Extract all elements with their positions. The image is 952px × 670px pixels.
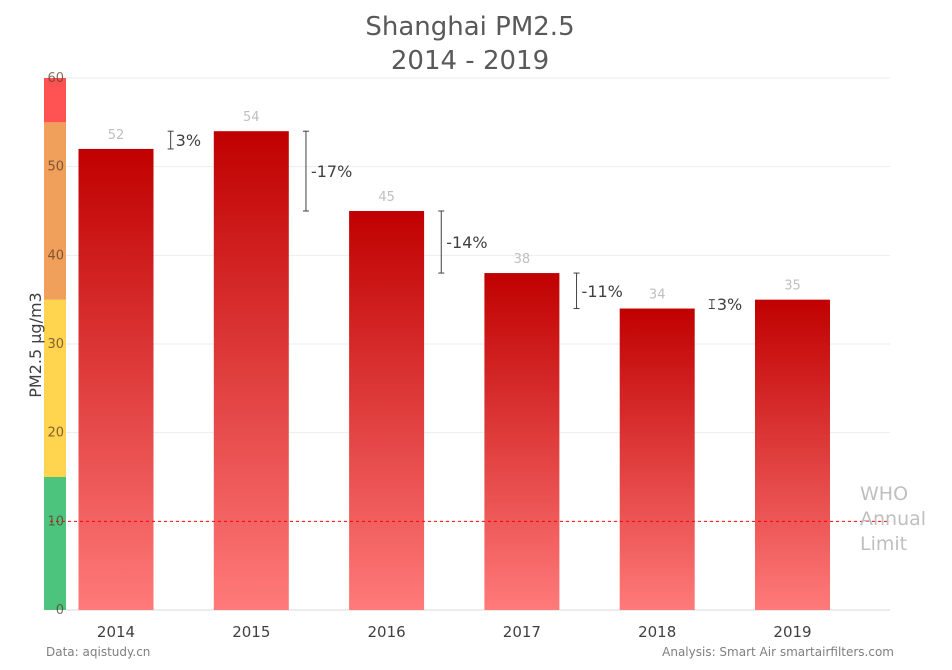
x-tick-label: 2018 bbox=[638, 623, 676, 641]
value-label: 35 bbox=[784, 279, 801, 294]
aqi-band-3 bbox=[44, 78, 66, 123]
who-limit-label-line: Limit bbox=[860, 533, 907, 555]
aqi-band-1 bbox=[44, 299, 66, 477]
y-tick-label: 20 bbox=[47, 426, 64, 441]
y-axis-label: PM2.5 µg/m3 bbox=[26, 292, 45, 397]
bar-2016 bbox=[349, 211, 425, 610]
bar-2015 bbox=[213, 131, 289, 610]
y-tick-label: 0 bbox=[56, 603, 64, 618]
y-tick-label: 30 bbox=[47, 337, 64, 352]
chart-title: Shanghai PM2.5 bbox=[365, 12, 575, 42]
change-bracket-1: -17% bbox=[302, 130, 352, 212]
y-tick-label: 40 bbox=[47, 248, 64, 263]
bar-2019 bbox=[755, 299, 830, 610]
y-tick-label: 50 bbox=[47, 160, 64, 175]
who-limit-label-line: Annual bbox=[860, 508, 926, 530]
bar-2018 bbox=[619, 308, 695, 610]
change-label: -14% bbox=[446, 233, 487, 252]
value-label: 52 bbox=[108, 128, 125, 143]
value-label: 54 bbox=[243, 110, 260, 125]
change-bracket-2: -14% bbox=[438, 210, 488, 274]
chart-subtitle: 2014 - 2019 bbox=[390, 46, 550, 76]
value-label: 34 bbox=[649, 288, 666, 303]
change-bracket-4: 3% bbox=[708, 295, 742, 314]
change-bracket-3: -11% bbox=[573, 272, 623, 310]
change-label: 3% bbox=[717, 295, 742, 314]
aqi-band-2 bbox=[44, 122, 66, 300]
analysis-note: Analysis: Smart Air smartairfilters.com bbox=[662, 645, 894, 659]
aqi-band-0 bbox=[44, 477, 66, 610]
who-limit-label: WHO Annual Limit bbox=[860, 483, 926, 555]
y-tick-label: 60 bbox=[47, 71, 64, 86]
y-tick-label: 10 bbox=[47, 514, 64, 529]
value-label: 38 bbox=[514, 252, 531, 267]
change-label: -11% bbox=[582, 282, 623, 301]
x-tick-label: 2016 bbox=[368, 623, 406, 641]
change-bracket-0: 3% bbox=[167, 130, 201, 150]
bar-2014 bbox=[78, 148, 154, 610]
source-note: Data: aqistudy.cn bbox=[46, 645, 151, 659]
change-label: -17% bbox=[311, 162, 352, 181]
who-limit-label-line: WHO bbox=[860, 483, 908, 505]
bar-2017 bbox=[484, 273, 560, 610]
value-label: 45 bbox=[378, 190, 395, 205]
x-tick-label: 2014 bbox=[97, 623, 135, 641]
x-tick-label: 2019 bbox=[773, 623, 811, 641]
x-tick-label: 2017 bbox=[503, 623, 541, 641]
change-label: 3% bbox=[176, 131, 201, 150]
x-tick-label: 2015 bbox=[232, 623, 270, 641]
